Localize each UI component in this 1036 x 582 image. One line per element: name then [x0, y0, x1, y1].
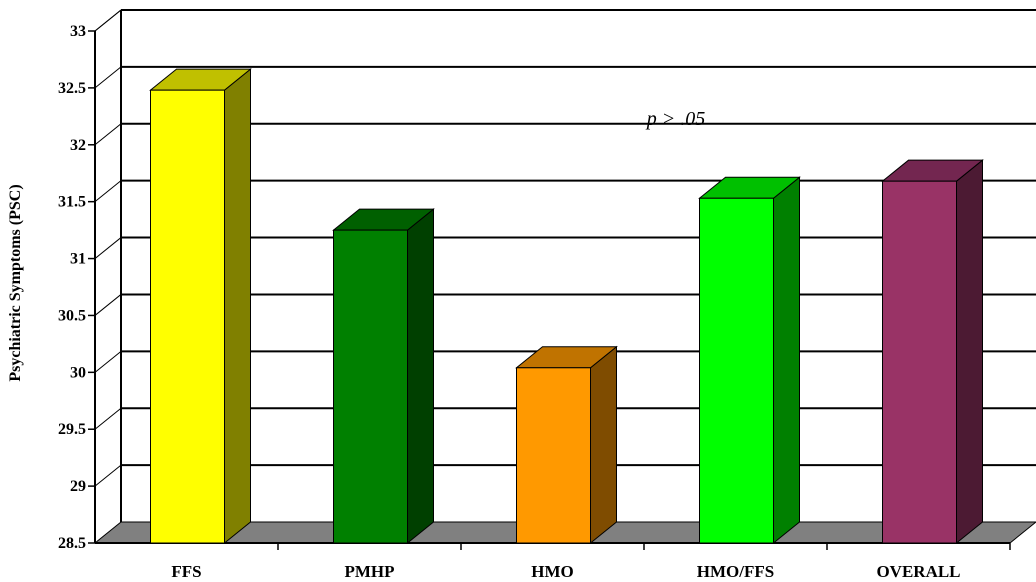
bar-overall [881, 159, 984, 545]
gridline-wall [94, 407, 122, 430]
gridline-wall [94, 237, 122, 259]
x-tick-label-hmo: HMO [531, 562, 574, 581]
y-tick-label: 30.5 [58, 307, 86, 324]
y-tick-label: 33 [70, 23, 86, 40]
bar-pmhp [332, 208, 435, 545]
x-tick-label-ffs: FFS [171, 562, 201, 581]
y-tick-label: 32.5 [58, 80, 86, 97]
y-tick-label: 30 [70, 364, 86, 381]
bar-ffs [149, 68, 252, 545]
bar-side [590, 345, 617, 545]
gridline-wall [94, 350, 122, 373]
bar-front [150, 89, 225, 544]
y-tick-label: 31 [70, 251, 86, 268]
x-tick-label-pmhp: PMHP [344, 562, 394, 581]
y-axis-title: Psychiatric Symptoms (PSC) [7, 184, 24, 381]
bar-front [699, 197, 774, 544]
y-tick-label: 31.5 [58, 194, 86, 211]
y-tick-label: 32 [70, 137, 86, 154]
gridline-wall [94, 180, 122, 203]
bar-front [516, 367, 591, 544]
y-tick-label: 28.5 [58, 535, 86, 552]
bar-side [224, 68, 251, 545]
y-tick-label: 29.5 [58, 421, 86, 438]
bar-front [882, 180, 957, 544]
gridline-wall [94, 294, 122, 316]
x-tick-label-hmo-ffs: HMO/FFS [697, 562, 774, 581]
bar-hmo [515, 345, 618, 545]
bar-hmo-ffs [698, 176, 801, 545]
bar-side [956, 159, 983, 545]
bar-side [773, 176, 800, 545]
gridline-wall [94, 123, 122, 146]
x-tick-label-overall: OVERALL [876, 562, 960, 581]
y-tick-label: 29 [70, 478, 86, 495]
wall-top-edge [94, 9, 122, 32]
gridline-wall [94, 464, 122, 487]
gridline-wall [94, 66, 122, 89]
bar-front [333, 229, 408, 544]
bar-side [407, 208, 434, 545]
significance-annotation: p > .05 [645, 108, 706, 130]
